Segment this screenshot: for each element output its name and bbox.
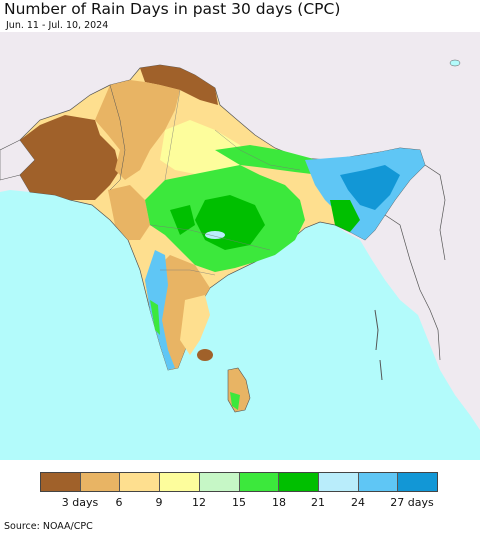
date-range: Jun. 11 - Jul. 10, 2024 — [6, 20, 109, 31]
legend-swatch — [279, 473, 319, 491]
legend-tick: 18 — [272, 496, 286, 509]
legend-swatch — [398, 473, 438, 491]
legend-swatch — [120, 473, 161, 491]
legend-tick: 21 — [311, 496, 325, 509]
legend-tick: 24 — [351, 496, 365, 509]
legend: 3 days 6 9 12 15 18 21 24 27 days — [0, 460, 480, 518]
legend-swatch — [239, 473, 280, 491]
legend-tick: 27 days — [390, 496, 434, 509]
legend-swatch — [358, 473, 399, 491]
legend-swatch — [318, 473, 359, 491]
legend-tick: 15 — [232, 496, 246, 509]
legend-swatch — [80, 473, 121, 491]
legend-tick: 6 — [115, 496, 123, 509]
legend-swatch — [199, 473, 240, 491]
legend-swatch — [160, 473, 200, 491]
legend-color-bar — [40, 472, 438, 492]
legend-tick: 12 — [192, 496, 206, 509]
legend-swatch — [41, 473, 81, 491]
source-credit: Source: NOAA/CPC — [4, 521, 93, 532]
map-title: Number of Rain Days in past 30 days (CPC… — [4, 0, 341, 18]
legend-tick: 9 — [155, 496, 163, 509]
rainfall-map — [0, 32, 480, 460]
legend-tick: 3 days — [61, 496, 99, 509]
